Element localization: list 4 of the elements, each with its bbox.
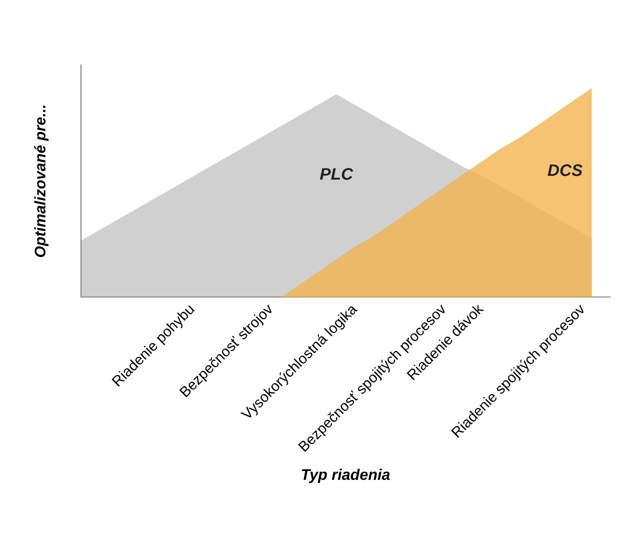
y-axis-title: Optimalizované pre... — [34, 105, 49, 258]
series-label: DCS — [548, 164, 582, 176]
series-label: PLC — [320, 168, 354, 180]
x-axis-title: Typ riadenia — [302, 468, 390, 483]
